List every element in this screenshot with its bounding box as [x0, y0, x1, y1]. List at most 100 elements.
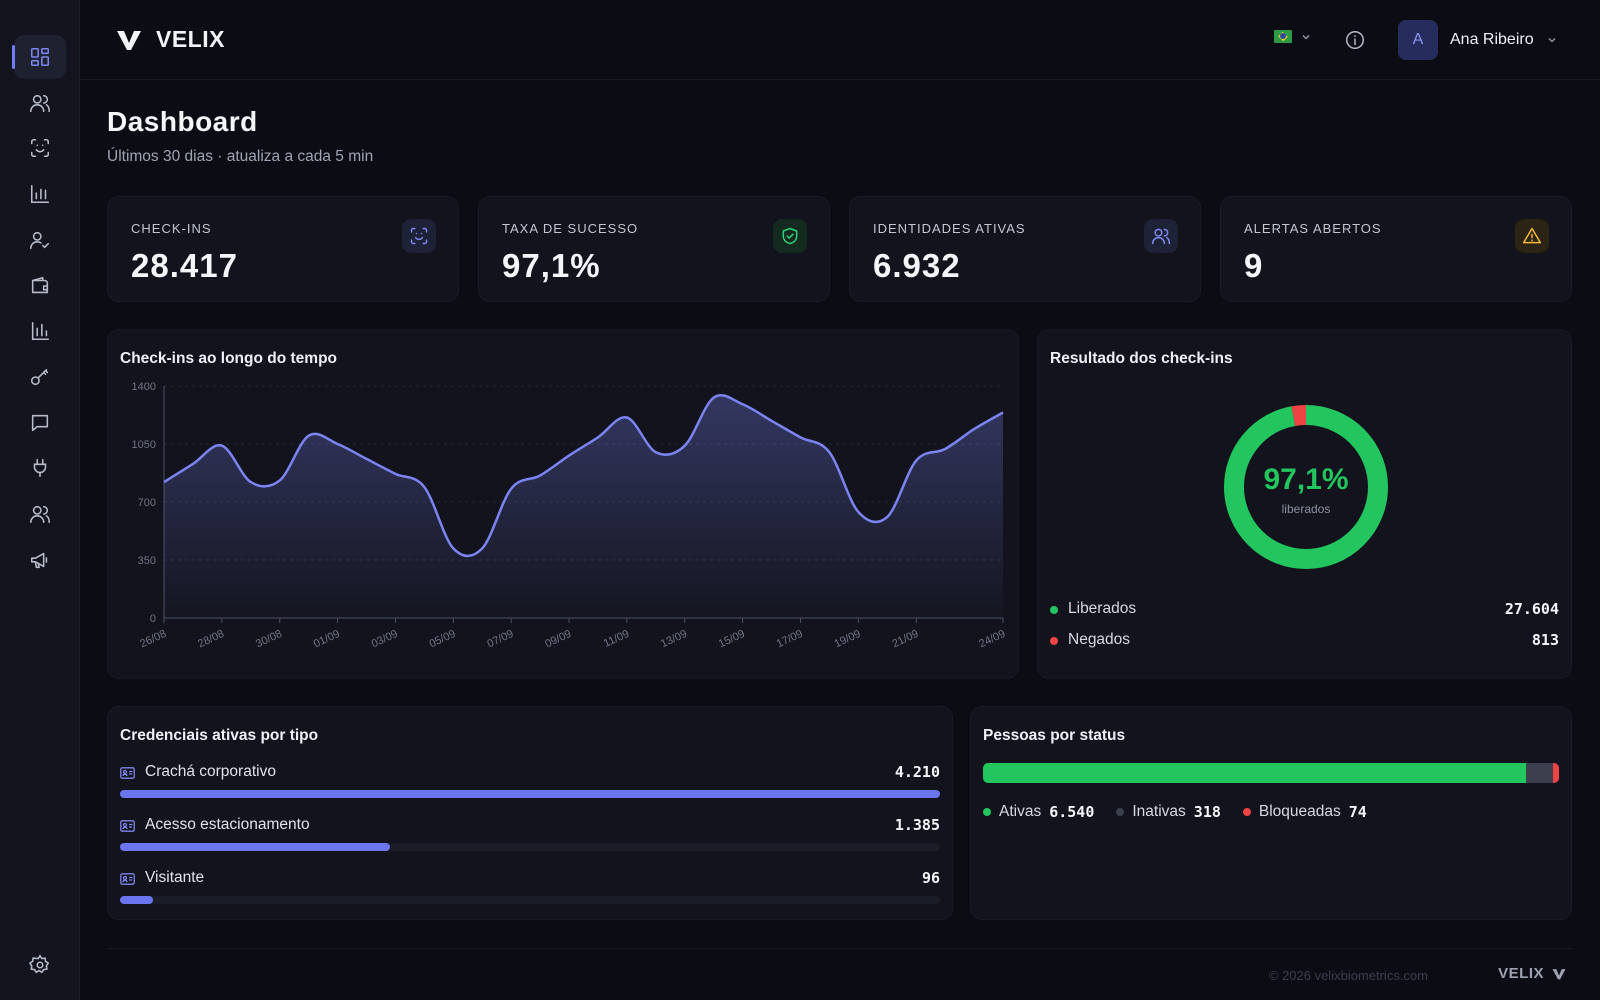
credential-value: 1.385	[894, 816, 940, 834]
y-tick-label: 1050	[132, 439, 156, 451]
user-check-icon	[30, 231, 50, 250]
series-line	[163, 393, 1004, 558]
credential-row[interactable]: Acesso estacionamento 1.385	[120, 816, 940, 860]
chevron-down-icon	[1302, 34, 1310, 40]
user-menu[interactable]: A Ana Ribeiro	[1398, 20, 1558, 60]
card-title: Check-ins ao longo do tempo	[120, 350, 338, 367]
kpi-value: 97,1%	[502, 247, 601, 284]
credential-label: Visitante	[145, 869, 205, 886]
settings-icon	[29, 954, 50, 974]
sidebar-item-wallet[interactable]	[14, 264, 66, 308]
credential-bar-fill	[120, 790, 940, 798]
status-segment-inativas[interactable]	[1526, 763, 1553, 783]
users-icon	[1151, 228, 1171, 245]
kpi-label: TAXA DE SUCESSO	[502, 221, 639, 236]
status-segment-ativas[interactable]	[983, 763, 1527, 783]
footer-brand: VELIX	[1498, 965, 1566, 982]
megaphone-icon	[30, 552, 48, 569]
language-selector[interactable]	[1274, 30, 1312, 43]
legend-row-negados: Negados 813	[1050, 631, 1559, 653]
credential-bar-track	[120, 896, 940, 904]
card-title: Resultado dos check-ins	[1050, 350, 1233, 367]
app-logo[interactable]: VELIX	[116, 26, 225, 53]
sidebar-item-team[interactable]	[14, 492, 66, 536]
footer-copyright[interactable]: © 2026 velixbiometrics.com	[1268, 968, 1428, 983]
series-area	[164, 395, 1003, 618]
app-name: VELIX	[156, 26, 225, 52]
x-tick-label: 05/09	[428, 628, 458, 651]
bar-chart-icon	[30, 184, 50, 204]
sidebar-item-reports[interactable]	[14, 309, 66, 353]
x-tick-label: 03/09	[370, 628, 400, 651]
x-tick-label: 15/09	[717, 628, 747, 651]
topbar: VELIX A Ana Ribeiro	[80, 0, 1600, 80]
sidebar-item-user-check[interactable]	[14, 218, 66, 262]
id-card-icon	[120, 767, 135, 779]
credential-bar-fill	[120, 843, 390, 851]
kpi-value: 6.932	[873, 247, 961, 284]
legend-label: Inativas	[1132, 803, 1186, 820]
x-tick-label: 13/09	[659, 628, 689, 651]
sidebar-item-dashboard[interactable]	[12, 35, 66, 79]
legend-label: Negados	[1068, 631, 1131, 648]
legend-row-liberados: Liberados 27.604	[1050, 600, 1559, 622]
kpi-icon-wrap	[402, 219, 436, 253]
checkin-results-card: Resultado dos check-ins 97,1% liberados L…	[1037, 329, 1572, 679]
footer-brand-name: VELIX	[1498, 965, 1544, 982]
x-tick-label: 19/09	[833, 628, 863, 651]
legend-dot	[1116, 808, 1125, 816]
kpi-card-success-rate: TAXA DE SUCESSO 97,1%	[478, 196, 830, 302]
legend-value: 74	[1348, 803, 1367, 821]
sidebar-item-settings[interactable]	[14, 943, 66, 987]
legend-item-bloqueadas: Bloqueadas 74	[1242, 803, 1367, 821]
x-tick-label: 07/09	[485, 628, 515, 651]
legend-value: 27.604	[1504, 600, 1559, 618]
legend-value: 813	[1531, 631, 1559, 649]
x-tick-label: 30/08	[254, 628, 284, 651]
x-tick-label: 09/09	[543, 628, 573, 651]
y-tick-label: 1400	[132, 381, 156, 393]
brazil-flag-icon	[1274, 30, 1292, 43]
sidebar-item-analytics[interactable]	[14, 172, 66, 216]
credential-bar-fill	[120, 896, 153, 904]
kpi-value: 28.417	[131, 247, 238, 284]
donut-center-label: liberados	[1282, 502, 1331, 516]
dashboard-icon	[30, 47, 50, 67]
x-tick-label: 28/08	[196, 628, 226, 651]
kpi-card-active-identities: IDENTIDADES ATIVAS 6.932	[849, 196, 1201, 302]
sidebar-item-keys[interactable]	[14, 355, 66, 399]
legend-label: Liberados	[1068, 600, 1137, 617]
info-icon[interactable]	[1344, 29, 1366, 51]
sidebar-item-people[interactable]	[14, 81, 66, 125]
credential-value: 96	[921, 869, 940, 887]
y-tick-label: 350	[138, 555, 156, 567]
sidebar-item-integrations[interactable]	[14, 446, 66, 490]
credential-row[interactable]: Visitante 96	[120, 869, 940, 913]
x-tick-label: 21/09	[890, 628, 920, 651]
legend-dot	[1050, 606, 1058, 614]
sidebar-item-announcements[interactable]	[14, 538, 66, 582]
page-subtitle: Últimos 30 dias · atualiza a cada 5 min	[107, 148, 374, 165]
status-segment-bloqueadas[interactable]	[1552, 763, 1559, 783]
checkins-timeline-chart: 0 350 700 1050 1400 26/08 28/08 30/08 01/09 03/09…	[132, 381, 1008, 651]
plug-icon	[33, 458, 47, 478]
credential-row[interactable]: Crachá corporativo 4.210	[120, 763, 940, 807]
sidebar-item-face-scan[interactable]	[14, 126, 66, 170]
x-tick-label: 26/08	[138, 628, 168, 651]
card-title: Pessoas por status	[983, 727, 1126, 744]
sidebar-item-messages[interactable]	[14, 401, 66, 445]
x-tick-label: 11/09	[602, 628, 631, 650]
credential-label: Acesso estacionamento	[145, 816, 310, 833]
warning-icon	[1522, 227, 1542, 244]
people-status-bar	[983, 763, 1559, 783]
key-icon	[30, 368, 49, 386]
footer-divider	[107, 948, 1572, 949]
donut-slice-negados[interactable]	[1224, 405, 1388, 569]
y-tick-label: 700	[138, 497, 156, 509]
x-tick-label: 01/09	[312, 628, 342, 651]
kpi-icon-wrap	[773, 219, 807, 253]
sidebar	[0, 0, 80, 1000]
legend-value: 318	[1193, 803, 1221, 821]
people-status-legend: Ativas 6.540 Inativas 318 Bloqueadas 74	[983, 803, 1367, 821]
velix-logo-icon	[1552, 968, 1566, 979]
